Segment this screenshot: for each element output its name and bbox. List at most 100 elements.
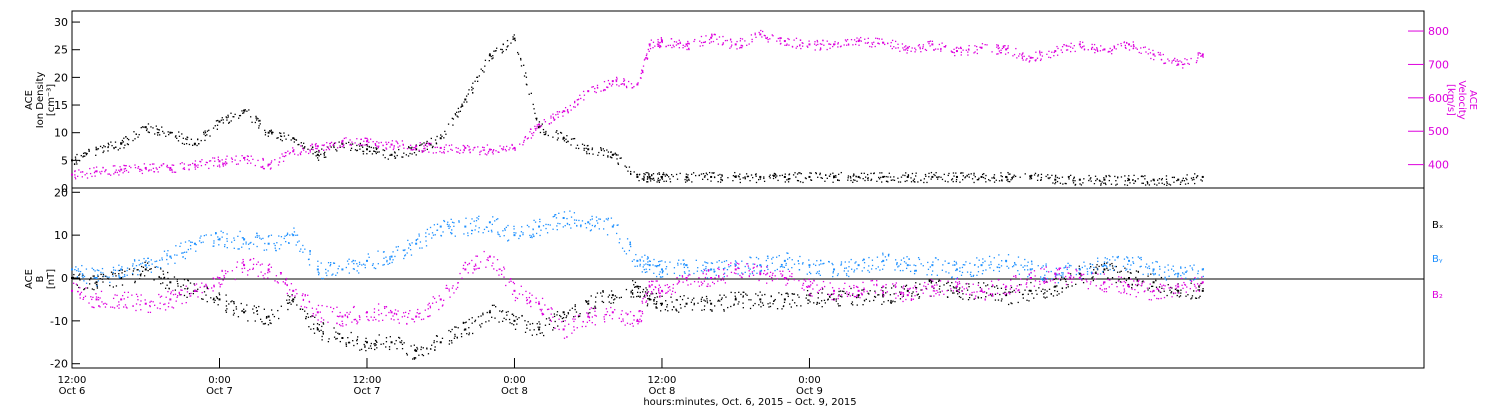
by-sample xyxy=(658,273,661,275)
ion-density-sample xyxy=(935,172,937,174)
bx-sample xyxy=(448,329,450,332)
ion-density-sample xyxy=(525,76,528,78)
ion-density-sample xyxy=(517,53,520,55)
by-point xyxy=(660,268,663,271)
bz-sample xyxy=(390,318,392,320)
bz-sample xyxy=(221,270,223,272)
ion-density-sample xyxy=(1014,175,1017,178)
velocity-sample xyxy=(293,153,296,155)
bx-sample xyxy=(1147,289,1149,291)
by-sample xyxy=(467,232,469,234)
by-sample xyxy=(760,265,762,267)
by-sample xyxy=(881,268,884,270)
bx-sample xyxy=(259,318,262,320)
ion-density-sample xyxy=(401,156,403,158)
by-sample xyxy=(568,224,571,226)
velocity-sample xyxy=(998,47,1000,49)
bx-point xyxy=(218,298,221,301)
velocity-sample xyxy=(714,33,716,35)
ion-density-point xyxy=(415,148,418,151)
bx-sample xyxy=(986,284,989,286)
ion-density-sample xyxy=(948,172,950,175)
velocity-sample xyxy=(659,46,661,49)
bz-sample xyxy=(385,314,387,317)
by-sample xyxy=(847,270,849,272)
velocity-sample xyxy=(250,162,252,164)
velocity-sample xyxy=(910,50,912,52)
bz-sample xyxy=(485,266,487,268)
bz-sample xyxy=(748,275,751,278)
velocity-sample xyxy=(627,80,630,83)
velocity-sample xyxy=(580,97,582,100)
velocity-sample xyxy=(1028,61,1030,63)
ion-density-sample xyxy=(302,147,304,149)
ion-density-sample xyxy=(530,92,532,95)
by-sample xyxy=(756,264,759,267)
bx-sample xyxy=(851,294,854,296)
bx-sample xyxy=(254,320,256,322)
ion-density-point xyxy=(980,175,983,178)
ion-density-sample xyxy=(547,134,549,137)
bz-sample xyxy=(241,262,243,264)
bz-sample xyxy=(320,321,322,323)
bx-sample xyxy=(278,317,280,320)
by-sample xyxy=(533,219,535,222)
velocity-sample xyxy=(149,163,151,166)
bx-sample xyxy=(482,312,484,314)
ion-density-point xyxy=(660,175,663,178)
bx-sample xyxy=(693,297,695,299)
bx-sample xyxy=(631,293,634,295)
bz-sample xyxy=(640,320,643,322)
ion-density-sample xyxy=(419,144,421,147)
velocity-point xyxy=(488,148,491,151)
velocity-point xyxy=(120,168,123,171)
velocity-sample xyxy=(329,145,331,147)
by-sample xyxy=(529,234,531,237)
by-sample xyxy=(367,253,369,255)
bz-sample xyxy=(656,280,658,282)
ion-density-sample xyxy=(1108,174,1110,177)
velocity-sample xyxy=(1197,52,1199,54)
velocity-sample xyxy=(134,166,137,169)
by-sample xyxy=(383,251,385,253)
velocity-sample xyxy=(391,140,394,142)
velocity-sample xyxy=(208,167,210,170)
bx-sample xyxy=(703,305,706,307)
velocity-sample xyxy=(102,167,104,169)
velocity-sample xyxy=(902,47,904,49)
bz-sample xyxy=(294,295,296,297)
ion-density-sample xyxy=(512,36,514,38)
velocity-sample xyxy=(641,71,644,73)
ion-density-sample xyxy=(1142,175,1144,178)
by-sample xyxy=(840,261,843,263)
bx-sample xyxy=(1093,269,1095,271)
ion-density-sample xyxy=(158,129,161,131)
by-sample xyxy=(112,275,114,277)
bz-sample xyxy=(648,281,650,283)
ion-density-sample xyxy=(459,110,462,112)
bz-sample xyxy=(185,285,187,287)
by-sample xyxy=(936,274,938,276)
velocity-sample xyxy=(866,42,868,44)
bz-sample xyxy=(588,317,591,319)
ion-density-sample xyxy=(1133,174,1135,177)
velocity-sample xyxy=(143,163,146,165)
by-sample xyxy=(1189,265,1191,267)
by-sample xyxy=(409,244,412,246)
ion-density-point xyxy=(611,153,614,156)
bz-sample xyxy=(290,283,293,285)
bx-sample xyxy=(759,291,761,293)
by-sample xyxy=(1155,260,1157,263)
bx-sample xyxy=(928,279,930,281)
velocity-sample xyxy=(423,145,425,147)
ion-density-sample xyxy=(228,121,231,123)
velocity-sample xyxy=(89,172,92,175)
bz-sample xyxy=(338,315,340,318)
velocity-sample xyxy=(767,38,769,41)
ion-density-sample xyxy=(1001,179,1003,181)
bx-sample xyxy=(935,282,937,284)
ion-density-point xyxy=(1201,175,1204,178)
ion-density-sample xyxy=(501,52,503,54)
ion-density-sample xyxy=(906,180,908,182)
ion-density-sample xyxy=(311,148,313,150)
